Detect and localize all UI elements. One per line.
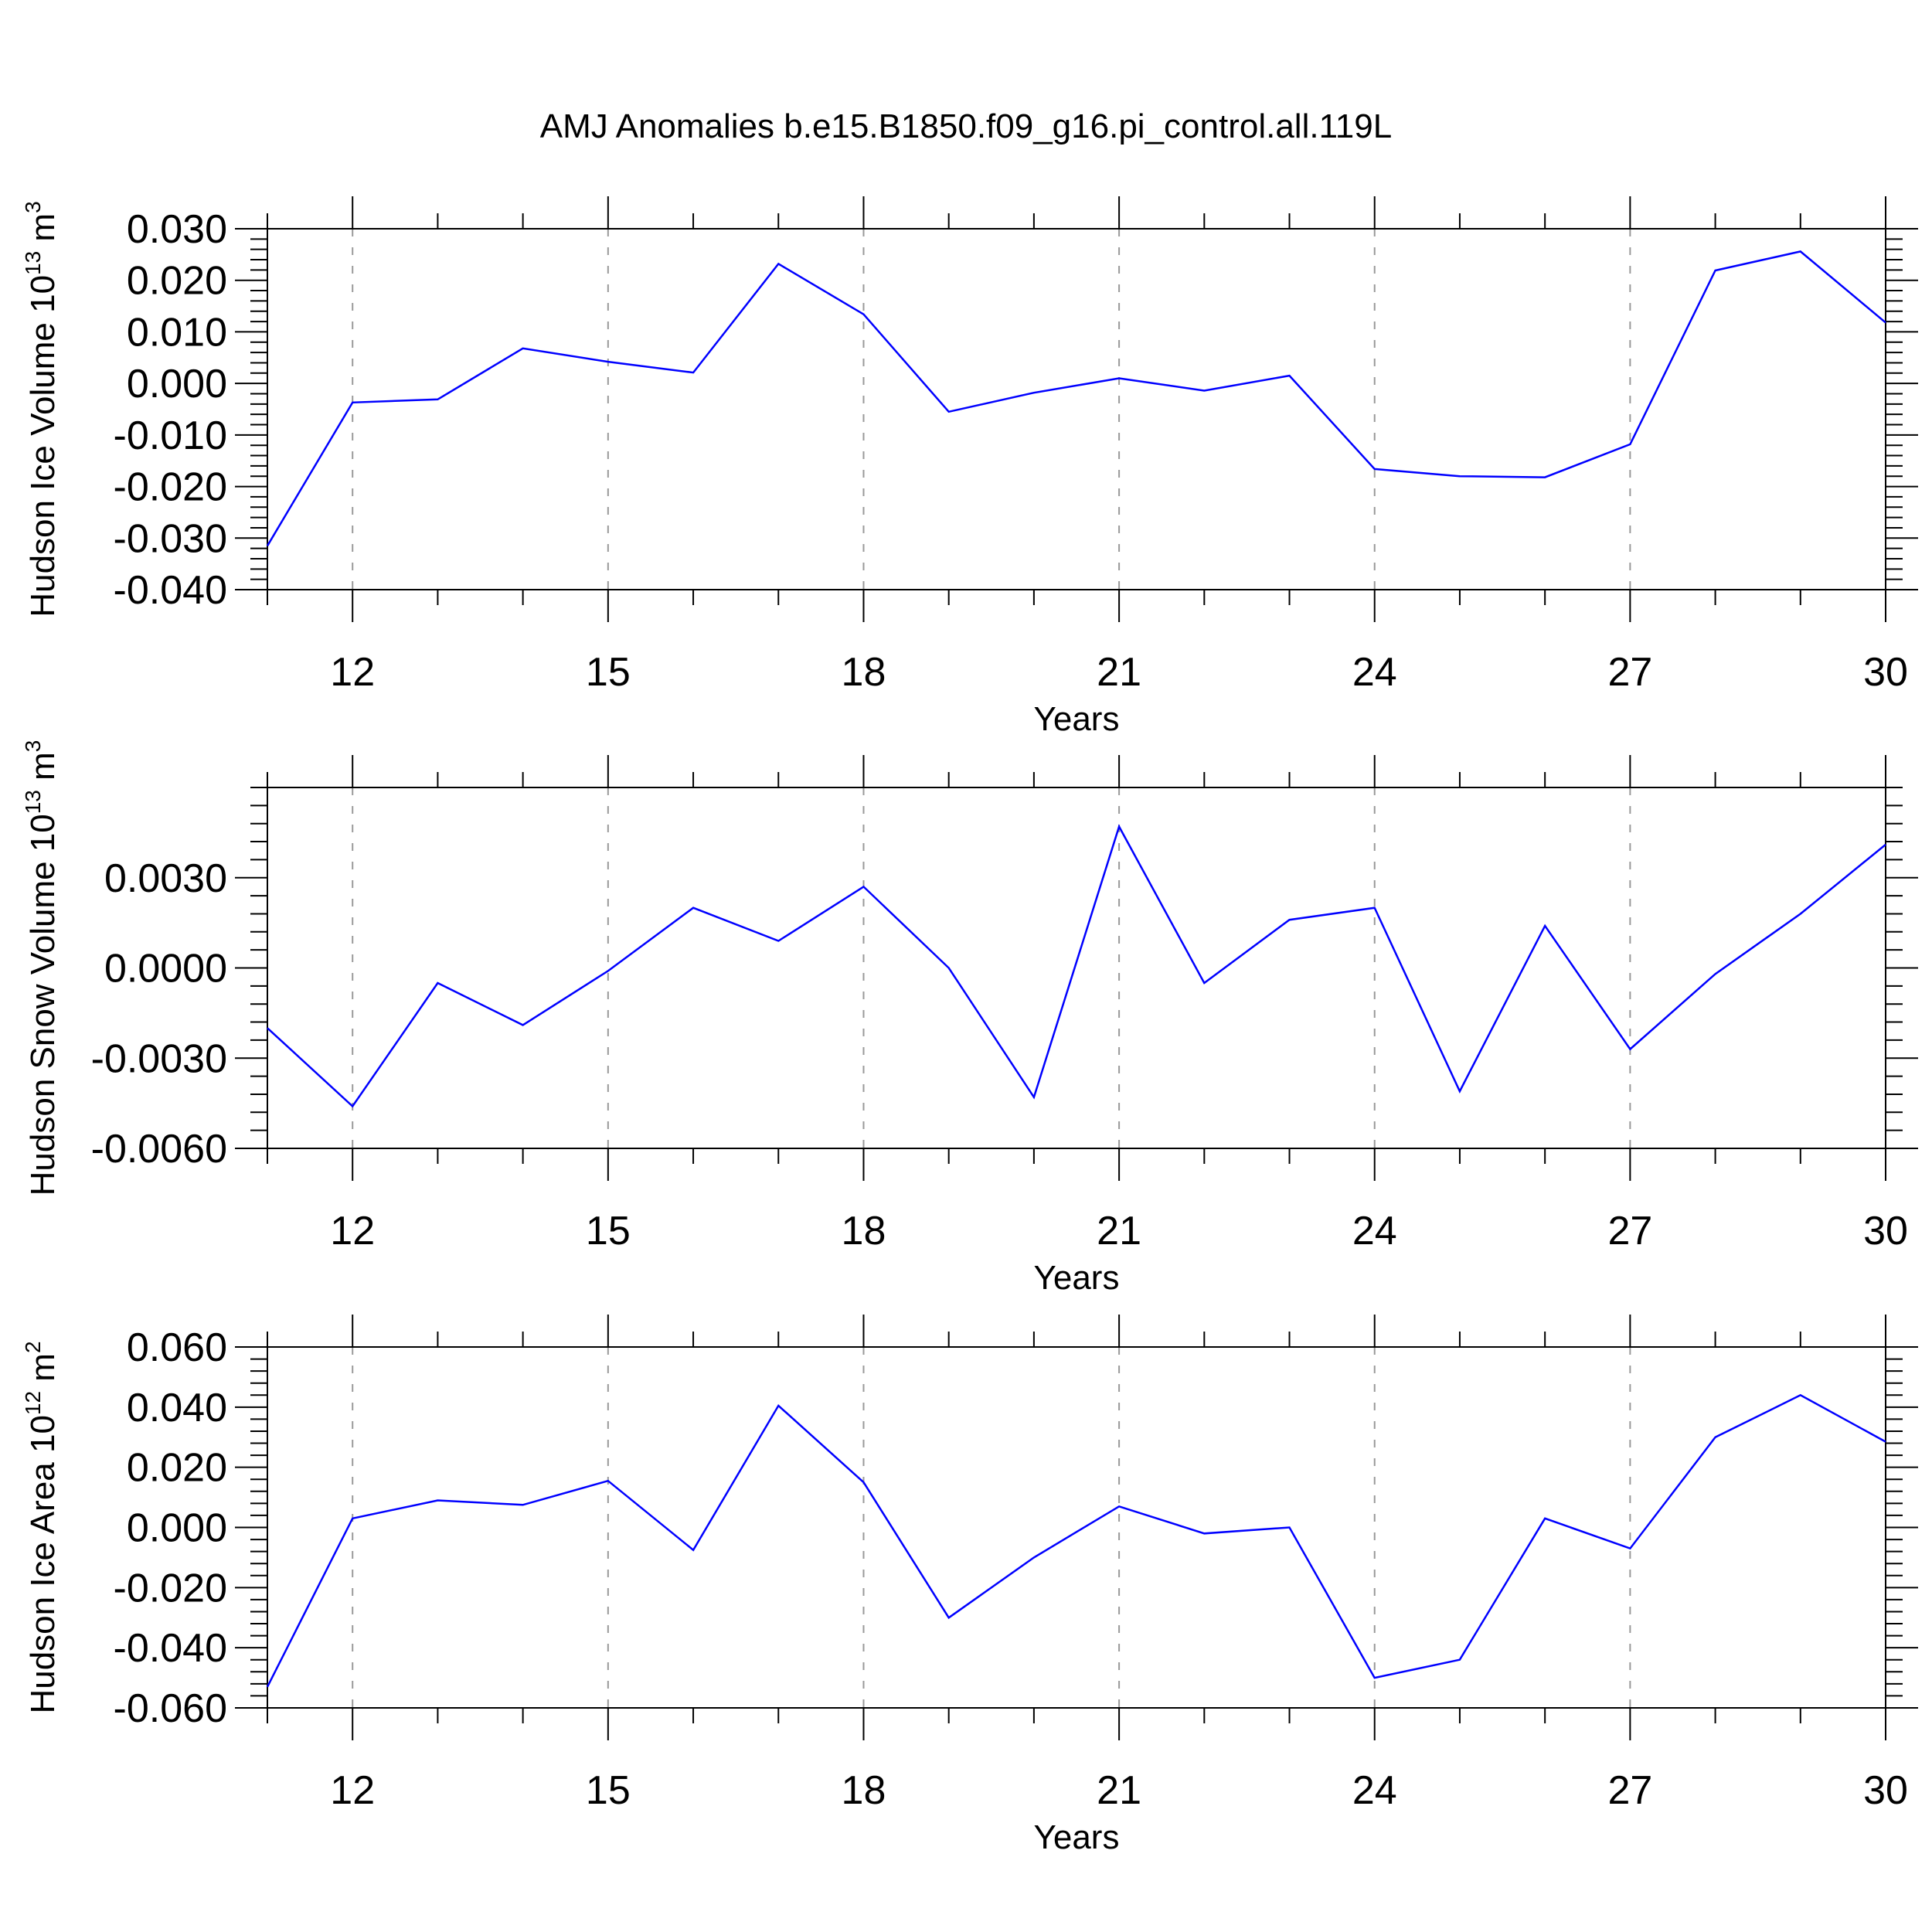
y-axis-label: Hudson Snow Volume 1013 m3 <box>21 740 62 1196</box>
panel-2: -0.0060 -0.0030 0.0000 0.0030 12 15 18 21 24 27 30… <box>21 740 1918 1297</box>
x-tick-label: 30 <box>1863 650 1908 695</box>
figure-title: AMJ Anomalies b.e15.B1850.f09_g16.pi_con… <box>540 107 1392 145</box>
x-tick-label: 15 <box>586 1768 631 1813</box>
x-tick-label: 21 <box>1097 1768 1141 1813</box>
y-tick-label: 0.020 <box>127 259 227 304</box>
y-tick-label: -0.020 <box>114 1566 227 1611</box>
x-tick-label: 15 <box>586 650 631 695</box>
x-tick-label: 21 <box>1097 650 1141 695</box>
x-tick-label: 15 <box>586 1209 631 1253</box>
y-tick-label: -0.010 <box>114 413 227 458</box>
plot-frame <box>267 228 1886 590</box>
y-axis-label-unit: m <box>24 213 62 251</box>
x-axis-label: Years <box>1034 700 1120 738</box>
y-tick-label: -0.030 <box>114 516 227 561</box>
panel-1: -0.040 -0.030 -0.020 -0.010 0.000 0.010 0.020 0… <box>21 196 1918 738</box>
panel-3: -0.060 -0.040 -0.020 0.000 0.020 0.040 0.060 12… <box>21 1315 1918 1856</box>
y-tick-label: 0.000 <box>127 1506 227 1551</box>
plot-frame <box>267 787 1886 1149</box>
x-tick-label: 18 <box>842 1768 886 1813</box>
y-tick-label: 0.000 <box>127 362 227 406</box>
panels: -0.040 -0.030 -0.020 -0.010 0.000 0.010 0.020 0… <box>21 196 1918 1856</box>
y-tick-label: -0.060 <box>114 1686 227 1731</box>
x-tick-label: 21 <box>1097 1209 1141 1253</box>
y-axis-label-unit: m <box>24 752 62 790</box>
y-axis-label-exponent: 13 <box>21 251 45 275</box>
y-tick-label: -0.040 <box>114 568 227 613</box>
y-axis-label-text: Hudson Snow Volume 10 <box>24 814 62 1196</box>
x-tick-label: 12 <box>330 1209 375 1253</box>
y-axis-label-unit-exponent: 2 <box>21 1341 45 1353</box>
y-axis-label: Hudson Ice Volume 1013 m3 <box>21 201 62 617</box>
y-tick-label: -0.0060 <box>91 1127 227 1172</box>
y-tick-label: 0.040 <box>127 1386 227 1430</box>
y-axis-label-text: Hudson Ice Area 10 <box>24 1415 62 1713</box>
y-tick-label: -0.020 <box>114 465 227 510</box>
x-tick-label: 27 <box>1607 1768 1652 1813</box>
series-line <box>266 250 1886 546</box>
x-axis-label: Years <box>1034 1818 1120 1856</box>
x-tick-label: 24 <box>1352 1209 1397 1253</box>
y-tick-label: -0.040 <box>114 1626 227 1671</box>
y-tick-label: 0.010 <box>127 310 227 355</box>
y-axis-label-text: Hudson Ice Volume 10 <box>24 275 62 617</box>
x-tick-label: 27 <box>1607 650 1652 695</box>
x-axis-label: Years <box>1034 1259 1120 1297</box>
y-axis-label: Hudson Ice Area 1012 m2 <box>21 1341 62 1713</box>
y-tick-label: 0.060 <box>127 1325 227 1370</box>
x-tick-label: 24 <box>1352 650 1397 695</box>
y-axis-label-unit: m <box>24 1353 62 1391</box>
x-tick-label: 18 <box>842 650 886 695</box>
plot-frame <box>267 1346 1886 1709</box>
x-tick-label: 12 <box>330 650 375 695</box>
x-tick-label: 24 <box>1352 1768 1397 1813</box>
y-tick-label: 0.0030 <box>104 856 227 901</box>
y-axis-label-unit-exponent: 3 <box>21 740 45 753</box>
x-tick-label: 30 <box>1863 1209 1908 1253</box>
x-tick-label: 12 <box>330 1768 375 1813</box>
y-tick-label: 0.030 <box>127 207 227 252</box>
series-line <box>267 824 1886 1108</box>
series-line <box>266 1393 1886 1688</box>
y-tick-label: -0.0030 <box>91 1036 227 1081</box>
y-axis-label-exponent: 12 <box>21 1391 45 1415</box>
y-axis-label-exponent: 13 <box>21 790 45 814</box>
x-tick-label: 18 <box>842 1209 886 1253</box>
y-axis-label-unit-exponent: 3 <box>21 201 45 213</box>
y-tick-label: 0.0000 <box>104 947 227 992</box>
x-tick-label: 30 <box>1863 1768 1908 1813</box>
y-tick-label: 0.020 <box>127 1446 227 1491</box>
x-tick-label: 27 <box>1607 1209 1652 1253</box>
